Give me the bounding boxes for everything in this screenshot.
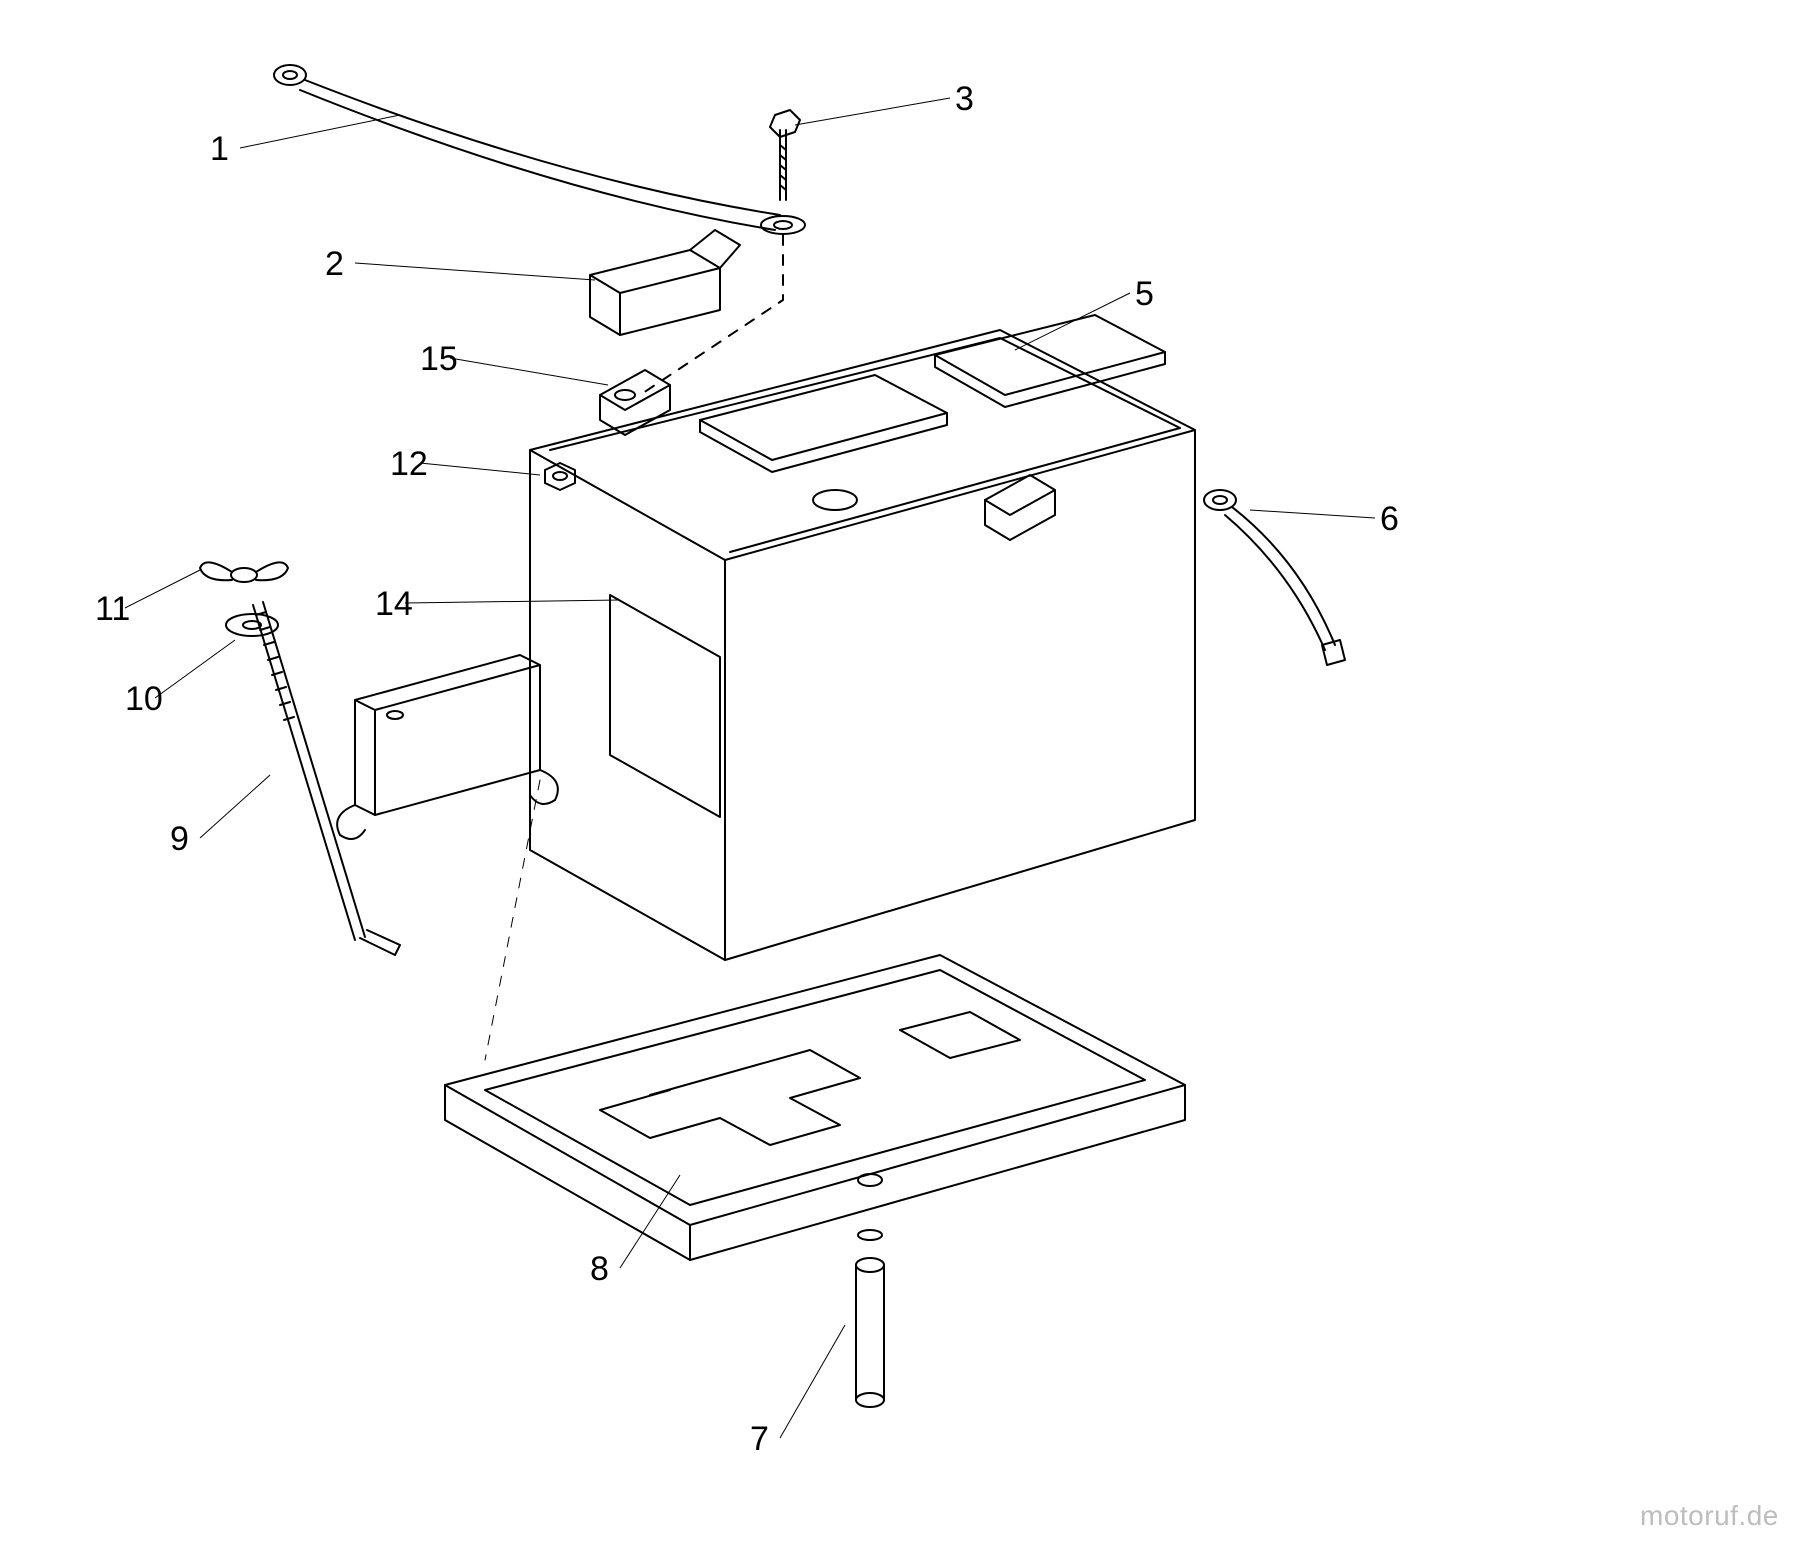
callout-3: 3 (955, 80, 974, 119)
callout-5: 5 (1135, 275, 1154, 314)
callout-1: 1 (210, 130, 229, 169)
callout-9: 9 (170, 820, 189, 859)
callout-10: 10 (125, 680, 163, 719)
callout-7: 7 (750, 1420, 769, 1459)
callout-11: 11 (95, 590, 130, 629)
parts-drawing (0, 0, 1800, 1547)
callout-2: 2 (325, 245, 344, 284)
callout-12: 12 (390, 445, 428, 484)
callout-15: 15 (420, 340, 458, 379)
watermark: motoruf.de (1640, 1500, 1779, 1532)
callout-14: 14 (375, 585, 413, 624)
callout-8: 8 (590, 1250, 609, 1289)
diagram-stage: 123567891011121415 motoruf.de (0, 0, 1800, 1547)
callout-6: 6 (1380, 500, 1399, 539)
